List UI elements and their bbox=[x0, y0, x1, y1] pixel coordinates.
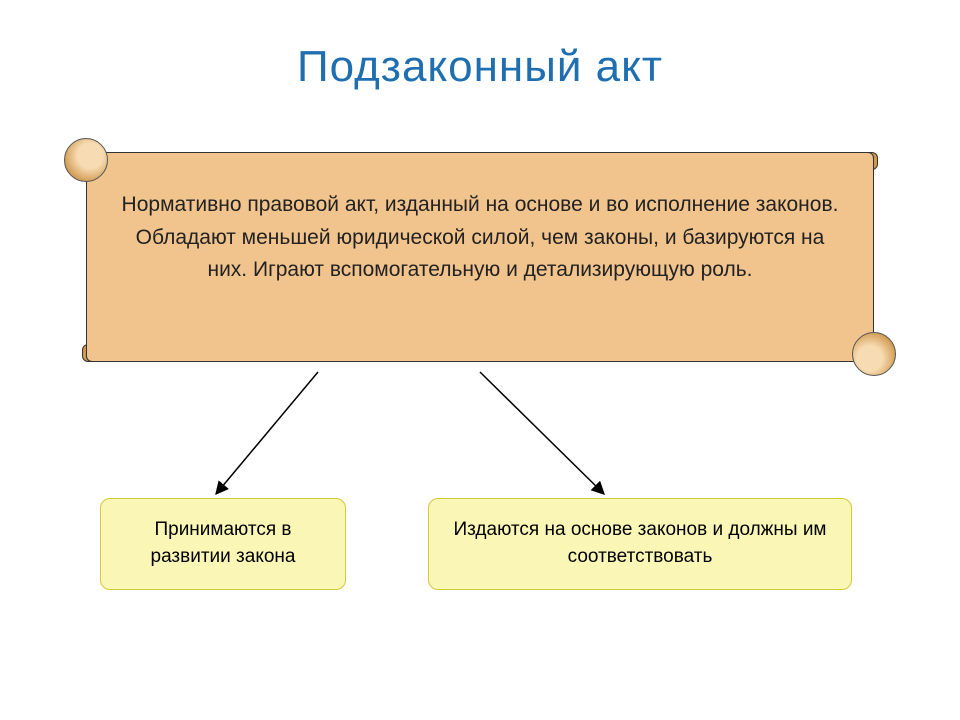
feature-box-left: Принимаются в развитии закона bbox=[100, 498, 346, 590]
scroll-curl-left-icon bbox=[64, 138, 108, 182]
definition-scroll: Нормативно правовой акт, изданный на осн… bbox=[82, 148, 878, 366]
diagram-title: Подзаконный акт bbox=[0, 42, 960, 92]
definition-text: Нормативно правовой акт, изданный на осн… bbox=[86, 152, 874, 362]
scroll-curl-right-icon bbox=[852, 332, 896, 376]
arrow-left-line bbox=[216, 372, 318, 494]
feature-box-right: Издаются на основе законов и должны им с… bbox=[428, 498, 852, 590]
arrow-right-line bbox=[480, 372, 604, 494]
